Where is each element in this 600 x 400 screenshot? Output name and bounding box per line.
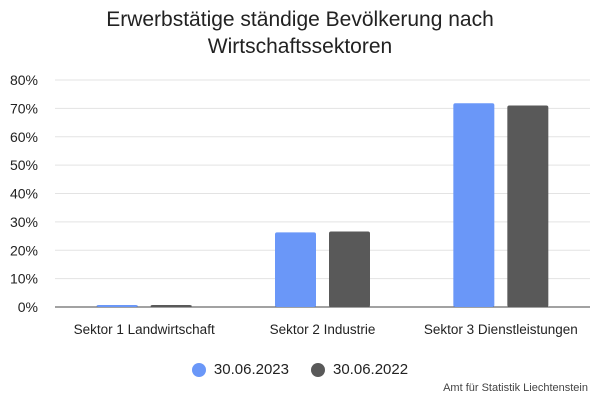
legend-swatch-2023	[191, 362, 206, 377]
bar	[150, 305, 192, 307]
x-tick-label: Sektor 3 Dienstleistungen	[424, 322, 578, 337]
source-note: Amt für Statistik Liechtenstein	[443, 382, 588, 394]
bar	[507, 105, 549, 307]
x-tick-label: Sektor 2 Industrie	[270, 322, 376, 337]
y-tick-label: 70%	[10, 100, 38, 116]
x-tick-label: Sektor 1 Landwirtschaft	[74, 322, 215, 337]
bar	[329, 231, 370, 307]
legend: 30.06.2023 30.06.2022	[0, 361, 600, 378]
y-tick-label: 20%	[10, 242, 38, 258]
y-tick-label: 60%	[10, 129, 38, 145]
chart-title: Erwerbstätige ständige Bevölkerung nach …	[0, 6, 600, 60]
y-tick-label: 40%	[10, 186, 38, 202]
y-tick-label: 30%	[10, 214, 38, 230]
chart-title-line-2: Wirtschaftssektoren	[207, 35, 393, 58]
legend-label-2023: 30.06.2023	[213, 361, 289, 378]
y-tick-label: 80%	[10, 72, 38, 88]
bar	[96, 305, 138, 307]
legend-item-2022: 30.06.2022	[311, 361, 408, 378]
legend-swatch-2022	[311, 362, 325, 377]
bar	[453, 103, 495, 307]
y-tick-label: 10%	[10, 271, 38, 287]
legend-item-2023: 30.06.2023	[191, 361, 289, 378]
y-tick-label: 0%	[18, 299, 38, 315]
bar	[275, 232, 316, 307]
legend-label-2022: 30.06.2022	[333, 361, 409, 378]
y-tick-label: 50%	[10, 157, 38, 173]
chart-title-line-1: Erwerbstätige ständige Bevölkerung nach	[106, 8, 494, 31]
